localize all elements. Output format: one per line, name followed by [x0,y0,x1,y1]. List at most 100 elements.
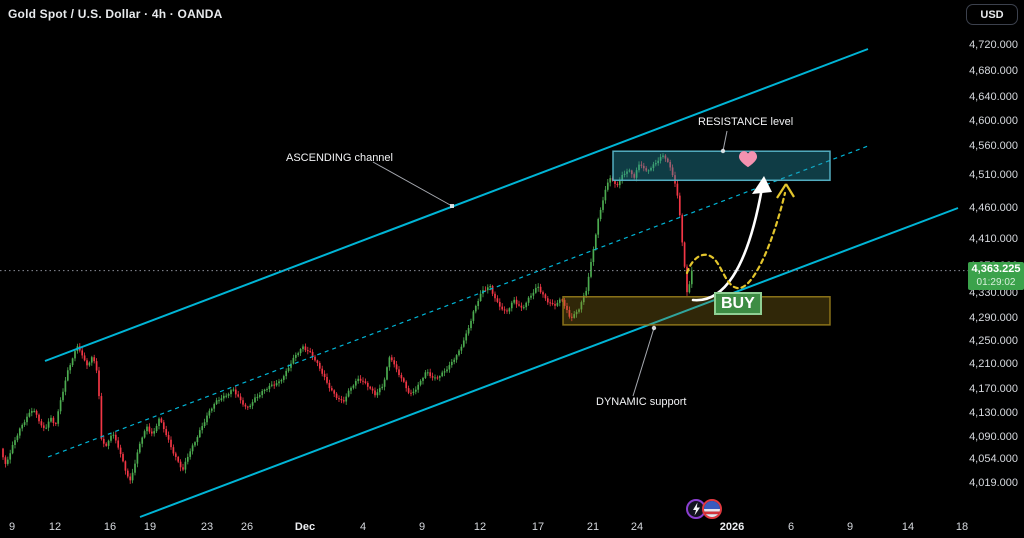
candle-body [21,424,24,429]
candle-body [206,415,208,423]
current-price-badge[interactable]: 4,363.225 01:29:02 [968,261,1024,290]
candle-body [189,451,192,457]
candle-body [112,434,115,436]
candle-body [431,376,434,378]
candle-body [148,426,151,432]
price-axis-label: 4,210.000 [969,358,1018,370]
channel-lower-line[interactable] [139,207,959,518]
candle-body [335,393,338,398]
candle-body [686,266,688,293]
candle-body [114,434,117,441]
candle-body [400,375,403,379]
candle-body [155,426,158,432]
white-curved-arrow[interactable] [691,186,764,302]
callout-pointer-line [372,161,453,207]
candle-body [426,372,429,374]
candle-body [441,372,444,377]
time-axis-label: 19 [143,521,157,533]
time-axis-label: 21 [586,521,600,533]
candle-body [659,156,662,161]
candle-body [633,174,636,178]
candle-body [542,292,544,295]
candle-body [494,293,496,299]
candle-body [333,390,336,394]
candle-body [158,418,160,427]
candle-body [326,376,328,383]
candle-body [302,346,304,350]
resistance-level-callout[interactable]: RESISTANCE level [698,116,794,128]
candle-body [491,285,494,294]
candle-body [90,357,93,363]
candle-body [318,362,321,369]
candle-body [688,284,691,293]
resistance-box[interactable] [612,150,831,182]
candles-layer [2,153,693,484]
candle-body [249,405,252,408]
time-axis-label: 24 [630,521,644,533]
callout-anchor-dot [651,325,657,331]
candle-body [299,349,302,354]
currency-button[interactable]: USD [966,4,1018,25]
candle-body [647,170,650,172]
buy-label[interactable]: BUY [714,292,762,315]
symbol-title[interactable]: Gold Spot / U.S. Dollar · 4h · OANDA [8,7,223,21]
price-axis-label: 4,410.000 [969,233,1018,245]
channel-upper-line[interactable] [44,48,869,362]
current-price: 4,363.225 [971,262,1021,275]
price-axis-label: 4,019.000 [969,477,1018,489]
candle-body [52,417,55,423]
candle-body [268,385,271,390]
candle-body [549,302,552,304]
time-axis-label: 9 [846,521,854,533]
candle-body [263,389,266,392]
candle-body [587,276,590,291]
candle-body [201,426,204,431]
candle-body [311,351,314,357]
candle-body [474,306,477,312]
time-axis-label: 12 [48,521,62,533]
candle-body [47,421,50,428]
candle-body [14,440,16,445]
time-axis-label: 12 [473,521,487,533]
candle-body [395,364,398,370]
candle-body [184,461,187,470]
time-axis-label: 4 [359,521,367,533]
candle-body [438,376,441,378]
candle-body [592,249,595,263]
candle-body [186,456,189,462]
candle-body [18,428,21,436]
candle-body [107,440,110,446]
candle-body [381,386,384,389]
candle-body [666,158,669,163]
candle-body [424,372,427,378]
callout-anchor-square [450,204,454,208]
candle-body [390,357,393,361]
candle-body [580,302,583,310]
candle-body [558,299,561,303]
candle-body [153,431,156,434]
candle-body [599,209,602,220]
candle-body [508,308,511,312]
candle-body [33,410,36,412]
candle-body [498,301,501,307]
candle-body [489,285,492,288]
bar-countdown: 01:29:02 [976,276,1016,288]
candle-body [446,369,448,372]
price-axis-label: 4,460.000 [969,202,1018,214]
candle-body [539,286,542,293]
candle-body [126,470,129,477]
channel-mid-dashed-line[interactable] [47,145,869,458]
ascending-channel-callout[interactable]: ASCENDING channel [286,152,393,164]
candle-body [11,444,14,454]
candle-body [213,404,216,409]
candle-body [328,382,331,389]
dynamic-support-callout[interactable]: DYNAMIC support [596,396,687,408]
candle-body [172,447,175,454]
candle-body [170,439,172,448]
price-axis-label: 4,250.000 [969,335,1018,347]
candle-body [345,396,348,402]
candle-body [136,452,139,464]
heart-icon[interactable] [739,151,758,168]
yellow-dashed-arrow[interactable] [685,191,787,290]
